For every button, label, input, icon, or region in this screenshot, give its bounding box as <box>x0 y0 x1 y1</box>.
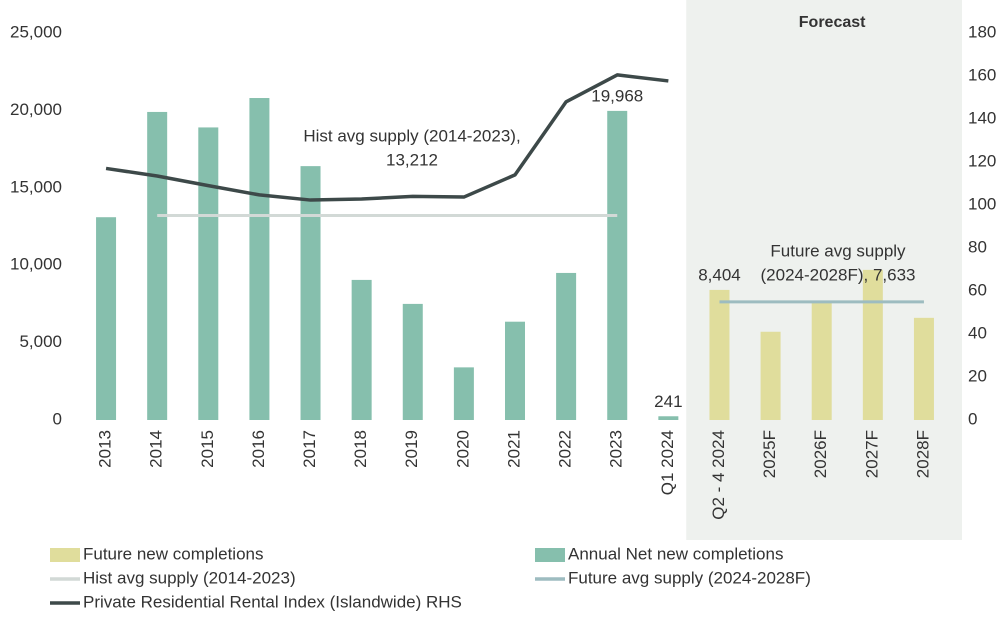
data-label: 8,404 <box>698 265 741 284</box>
legend-label: Future avg supply (2024-2028F) <box>568 568 811 587</box>
data-label: 241 <box>654 392 682 411</box>
legend-label: Future new completions <box>83 544 263 563</box>
y2-tick-label: 140 <box>968 108 996 127</box>
x-tick-label: Q2 - 4 2024 <box>709 430 728 520</box>
bar <box>198 127 219 420</box>
y2-tick-label: 0 <box>968 409 977 428</box>
forecast-region <box>686 0 962 540</box>
x-tick-label: 2020 <box>453 430 472 468</box>
bar <box>811 302 832 420</box>
bar <box>147 111 168 420</box>
y-tick-label: 20,000 <box>10 100 62 119</box>
bar <box>607 110 628 421</box>
x-tick-label: Q1 2024 <box>658 430 677 495</box>
y-tick-label: 25,000 <box>10 22 62 41</box>
annotation: 13,212 <box>386 150 438 169</box>
y2-tick-label: 120 <box>968 151 996 170</box>
line-series <box>105 73 669 202</box>
legend-swatch <box>50 548 80 562</box>
x-tick-label: 2025F <box>760 430 779 478</box>
forecast-label: Forecast <box>799 14 866 31</box>
bar <box>760 331 781 420</box>
y2-tick-label: 40 <box>968 323 987 342</box>
y-tick-label: 10,000 <box>10 255 62 274</box>
x-tick-label: 2017 <box>300 430 319 468</box>
x-tick-label: 2023 <box>607 430 626 468</box>
bar <box>862 269 883 420</box>
y2-tick-label: 60 <box>968 280 987 299</box>
y2-tick-label: 100 <box>968 194 996 213</box>
y2-tick-label: 180 <box>968 22 996 41</box>
legend-label: Private Residential Rental Index (Island… <box>83 592 462 611</box>
bar <box>249 98 270 421</box>
bar <box>505 321 525 420</box>
y-tick-label: 0 <box>53 409 62 428</box>
bar <box>709 289 730 420</box>
annotation: Future avg supply <box>770 241 906 260</box>
y-tick-label: 15,000 <box>10 177 62 196</box>
x-tick-label: 2027F <box>862 430 881 478</box>
bar <box>556 272 577 420</box>
data-label: 19,968 <box>591 86 643 105</box>
bar <box>96 217 117 420</box>
x-tick-label: 2026F <box>811 430 830 478</box>
bar <box>351 279 372 420</box>
x-tick-label: 2016 <box>249 430 268 468</box>
bar <box>913 317 934 420</box>
x-tick-label: 2015 <box>198 430 217 468</box>
y2-tick-label: 160 <box>968 65 996 84</box>
x-tick-label: 2013 <box>96 430 115 468</box>
bar <box>402 303 423 420</box>
bar <box>300 166 321 420</box>
x-tick-label: 2028F <box>913 430 932 478</box>
y-tick-label: 5,000 <box>19 332 62 351</box>
x-tick-label: 2019 <box>402 430 421 468</box>
annotation: Hist avg supply (2014-2023), <box>303 126 520 145</box>
y2-tick-label: 20 <box>968 366 987 385</box>
x-tick-label: 2021 <box>504 430 523 468</box>
y2-tick-label: 80 <box>968 237 987 256</box>
legend-label: Hist avg supply (2014-2023) <box>83 568 296 587</box>
x-tick-label: 2014 <box>147 430 166 468</box>
x-tick-label: 2018 <box>351 430 370 468</box>
x-tick-label: 2022 <box>556 430 575 468</box>
annotation: (2024-2028F), 7,633 <box>761 265 916 284</box>
legend-label: Annual Net new completions <box>568 544 783 563</box>
bar <box>453 367 474 420</box>
bar <box>658 416 679 420</box>
legend-swatch <box>535 548 565 562</box>
